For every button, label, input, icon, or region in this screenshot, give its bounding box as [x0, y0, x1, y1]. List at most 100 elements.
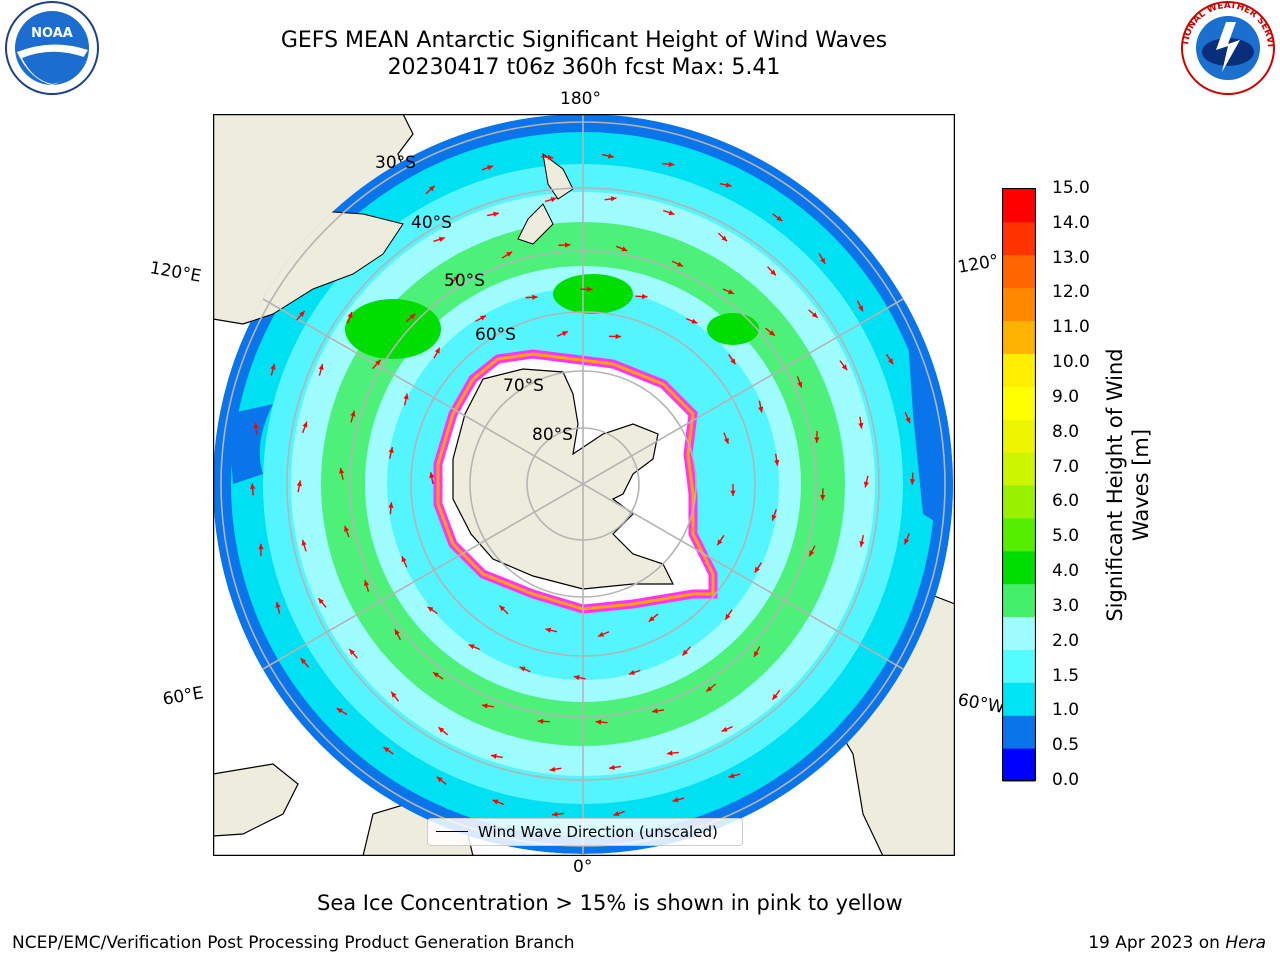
- wave-arrow-head: [621, 246, 628, 252]
- credit-left: NCEP/EMC/Verification Post Processing Pr…: [12, 933, 575, 953]
- wave-arrow-head: [595, 719, 602, 725]
- wave-arrow-head: [301, 539, 307, 546]
- wave-arrow-head: [487, 165, 494, 171]
- wave-arrow-head: [492, 799, 499, 805]
- graticule: [220, 114, 946, 856]
- colorbar-band: [1003, 485, 1035, 519]
- colorbar-tick-label: 12.0: [1052, 282, 1090, 303]
- sea-ice-note: Sea Ice Concentration > 15% is shown in …: [317, 891, 903, 915]
- colorbar-tick-label: 14.0: [1052, 212, 1090, 233]
- wave-arrow-head: [480, 315, 487, 321]
- wave-arrow-head: [547, 154, 554, 160]
- lat-label-60s: 60°S: [475, 325, 516, 345]
- colorbar-tick-label: 7.0: [1052, 456, 1080, 477]
- wave-arrow-head: [564, 242, 571, 248]
- wave-arrow-head: [364, 580, 370, 587]
- wave-arrow-head: [771, 514, 777, 521]
- colorbar-tick-label: 0.5: [1052, 735, 1080, 756]
- colorbar-tick-label: 1.5: [1052, 665, 1080, 686]
- wave-arrow-head: [550, 197, 557, 203]
- lon-label-0: 0°: [573, 857, 593, 877]
- map-legend: Wind Wave Direction (unscaled): [427, 818, 743, 846]
- wave-arrow-head: [299, 311, 305, 317]
- wave-arrow-head: [253, 422, 259, 429]
- wave-arrow-head: [394, 629, 400, 636]
- wave-arrow-head: [493, 211, 499, 217]
- wave-arrow-head: [820, 257, 826, 264]
- wave-arrow-head: [551, 811, 558, 817]
- wave-arrow-head: [375, 359, 381, 366]
- wave-arrow-head: [811, 312, 818, 318]
- credit-right: 19 Apr 2023 on Hera: [1088, 933, 1266, 953]
- colorbar-band: [1003, 452, 1035, 486]
- wave-arrow-head: [573, 674, 580, 681]
- wave-arrow-head: [820, 494, 826, 501]
- wave-arrow-head: [691, 318, 698, 324]
- wave-arrow-head: [668, 161, 675, 167]
- wave-arrow-head: [730, 490, 736, 496]
- wave-arrow-head: [776, 215, 783, 222]
- colorbar-band: [1003, 419, 1035, 453]
- wave-arrow-head: [391, 691, 397, 698]
- wave-arrow-head: [648, 616, 655, 622]
- wave-arrow-head: [250, 483, 256, 490]
- nws-logo: NATIONAL WEATHER SERVICE: [1178, 0, 1275, 95]
- credit-date: 19 Apr 2023 on: [1088, 933, 1226, 953]
- colorbar-band: [1003, 748, 1035, 782]
- wave-arrow-head: [721, 726, 728, 732]
- colorbar-tick-label: 5.0: [1052, 526, 1080, 547]
- colorbar-tick-label: 1.0: [1052, 700, 1080, 721]
- wave-arrow-head: [677, 261, 684, 267]
- colorbar-band: [1003, 616, 1035, 650]
- wave-arrow-head: [344, 525, 350, 532]
- wave-arrow-head: [490, 753, 497, 759]
- wave-arrow-head: [318, 364, 324, 370]
- colorbar-tick-label: 0.0: [1052, 770, 1080, 790]
- wave-arrow-head: [300, 658, 307, 665]
- wave-arrow-head: [401, 556, 407, 563]
- wave-arrow-head: [666, 750, 673, 756]
- credit-host: Hera: [1225, 933, 1266, 953]
- wave-arrow-head: [721, 235, 728, 242]
- wave-arrow-head: [587, 286, 593, 292]
- wave-arrow-head: [519, 666, 526, 672]
- colorbar-band: [1003, 189, 1035, 223]
- wave-arrow-head: [615, 333, 622, 340]
- colorbar-tick-label: 13.0: [1052, 247, 1090, 268]
- lat-label-50s: 50°S: [444, 271, 485, 291]
- wave-arrow-head: [905, 417, 911, 424]
- wave-arrow-head: [436, 776, 443, 783]
- wave-arrow-head: [774, 459, 780, 466]
- wave-arrow-head: [887, 358, 894, 365]
- lat-label-70s: 70°S: [503, 376, 544, 396]
- colorbar-band: [1003, 221, 1035, 256]
- colorbar-tick-label: 9.0: [1052, 386, 1080, 407]
- wave-arrow-head: [427, 606, 434, 612]
- wave-arrow-head: [434, 347, 440, 354]
- colorbar-tick-label: 10.0: [1052, 352, 1090, 373]
- wave-arrow-head: [725, 613, 731, 620]
- wave-arrow-head: [388, 447, 394, 453]
- svg-text:NOAA: NOAA: [31, 26, 73, 41]
- wave-arrow-head: [642, 293, 648, 300]
- colorbar: [1002, 188, 1036, 782]
- wave-arrow-head: [506, 251, 513, 257]
- wave-arrow-head: [668, 210, 675, 216]
- wave-arrow-head: [433, 672, 439, 678]
- wave-arrow-head: [652, 708, 658, 714]
- colorbar-band: [1003, 550, 1035, 585]
- wave-arrow-head: [270, 363, 276, 370]
- wave-arrow-head: [388, 502, 394, 508]
- legend-line-swatch: [436, 831, 468, 832]
- wave-arrow-head: [769, 330, 775, 336]
- wave-arrow-head: [725, 182, 732, 188]
- wave-arrow-head: [561, 331, 568, 337]
- map-subtitle: 20230417 t06z 360h fcst Max: 5.41: [387, 55, 781, 80]
- wave-arrow-head: [717, 539, 723, 546]
- wave-arrow-head: [772, 693, 778, 700]
- wave-arrow-head: [296, 480, 302, 487]
- wave-arrow-head: [863, 481, 869, 488]
- wave-arrow-head: [336, 708, 343, 714]
- wave-arrow-head: [672, 797, 679, 803]
- lon-label-120e: 120°E: [148, 258, 203, 287]
